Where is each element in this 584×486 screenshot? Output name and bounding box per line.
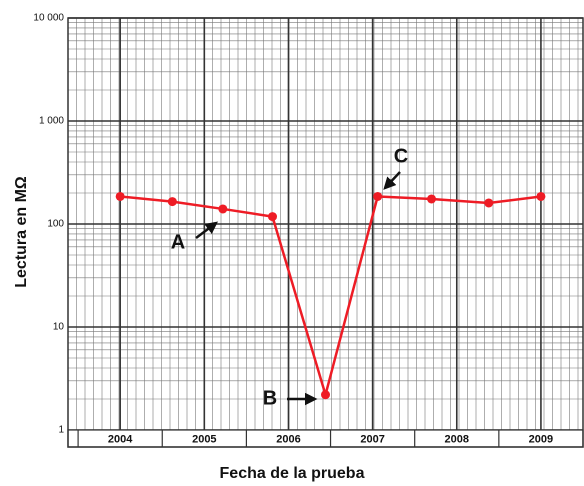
x-tick-label: 2005 [192,433,216,445]
point [267,212,277,222]
x-tick-label: 2008 [445,433,469,445]
x-tick-label: 2009 [529,433,553,445]
line [120,195,542,400]
point [115,191,125,201]
annotation: A [171,231,185,253]
y-tick-label: 1 000 [39,116,64,127]
point [484,198,494,208]
point [536,191,546,201]
y-axis-label: Lectura en MΩ [13,176,30,288]
annotation: B [263,387,277,409]
annotation: C [394,145,408,167]
y-tick-label: 1 [58,425,64,436]
y-tick-label: 10 [53,322,65,333]
point [321,390,330,400]
x-axis-label: Fecha de la prueba [220,465,365,482]
x-tick-label: 2004 [108,433,133,445]
grid [67,17,583,431]
point [218,204,228,214]
point [167,197,177,207]
arrow [383,171,401,190]
point [373,191,383,201]
plot-frame [67,17,584,448]
y-tick-label: 100 [47,219,64,230]
year-row [67,429,584,448]
x-tick-label: 2006 [276,433,300,445]
x-tick-label: 2007 [360,433,384,445]
y-tick-label: 10 000 [33,13,64,24]
arrow [195,221,218,239]
point [427,194,437,204]
